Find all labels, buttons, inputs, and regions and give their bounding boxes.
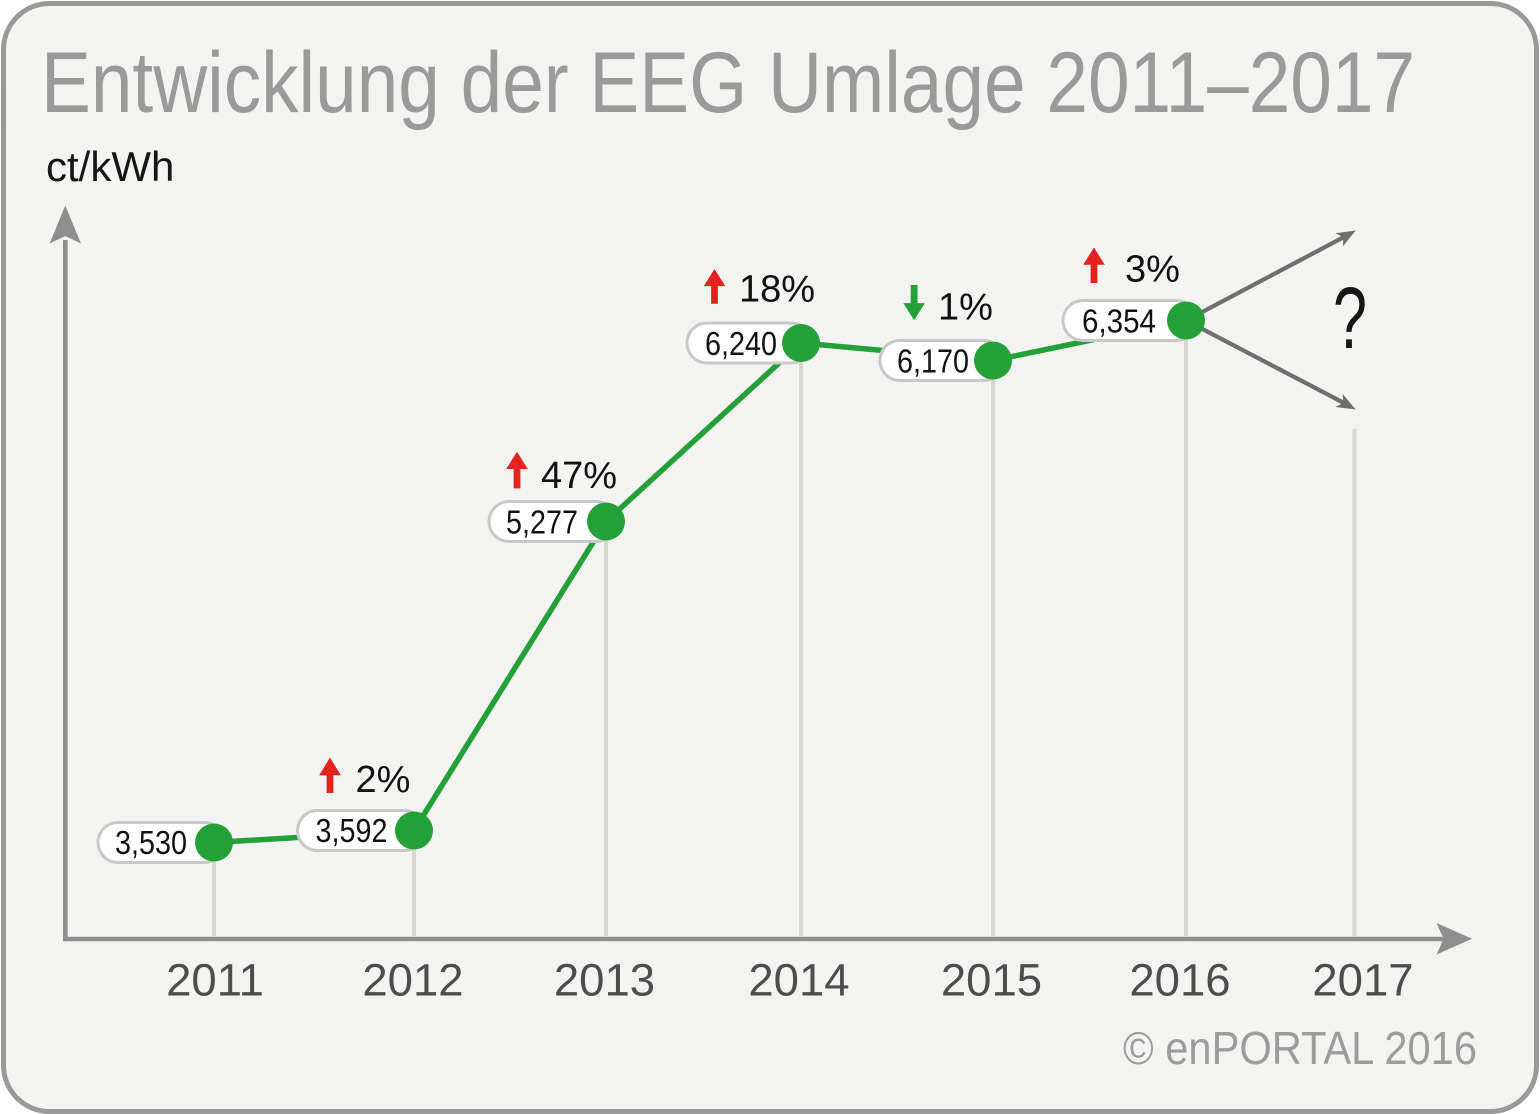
svg-text:6,240: 6,240 [705, 325, 777, 362]
svg-text:ct/kWh: ct/kWh [46, 143, 174, 190]
svg-text:2015: 2015 [941, 955, 1042, 1006]
svg-text:18%: 18% [739, 269, 815, 311]
svg-text:3%: 3% [1125, 249, 1180, 291]
svg-text:2017: 2017 [1312, 955, 1413, 1006]
svg-text:1%: 1% [938, 287, 993, 329]
svg-text:2%: 2% [356, 759, 411, 801]
svg-text:© enPORTAL 2016: © enPORTAL 2016 [1123, 1022, 1477, 1074]
svg-text:3,592: 3,592 [316, 812, 388, 849]
svg-text:2013: 2013 [554, 955, 655, 1006]
svg-text:2011: 2011 [166, 955, 264, 1006]
svg-text:47%: 47% [541, 455, 617, 497]
svg-text:2016: 2016 [1129, 955, 1230, 1006]
svg-text:3,530: 3,530 [115, 824, 187, 861]
svg-text:6,170: 6,170 [897, 343, 969, 380]
svg-text:2012: 2012 [362, 955, 463, 1006]
svg-text:5,277: 5,277 [506, 504, 578, 541]
svg-text:6,354: 6,354 [1082, 303, 1156, 340]
svg-text:Entwicklung der EEG Umlage 201: Entwicklung der EEG Umlage 2011–2017 [41, 35, 1415, 131]
svg-text:?: ? [1333, 270, 1367, 367]
svg-text:2014: 2014 [748, 955, 849, 1006]
